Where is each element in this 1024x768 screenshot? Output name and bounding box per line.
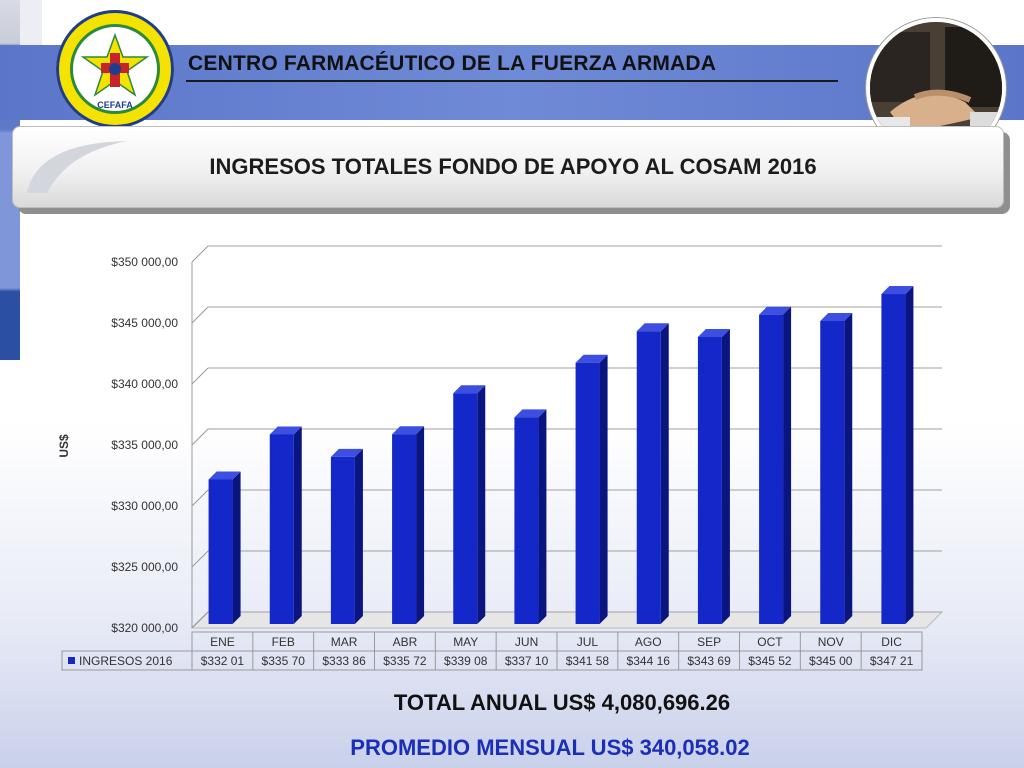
bar-side bbox=[783, 306, 792, 624]
banner-swoosh bbox=[27, 141, 127, 193]
x-tick-label: NOV bbox=[818, 635, 844, 649]
bar bbox=[269, 434, 294, 624]
table-value-row bbox=[61, 650, 923, 671]
bar-top bbox=[759, 306, 792, 315]
left-decor-block bbox=[20, 0, 42, 45]
data-label: $333 86 bbox=[322, 654, 366, 668]
x-tick-label: JUL bbox=[577, 635, 599, 649]
data-label: $345 52 bbox=[748, 654, 792, 668]
bar-top bbox=[269, 426, 302, 435]
bar-side bbox=[721, 328, 730, 624]
bar-side bbox=[232, 471, 241, 624]
data-label: $343 69 bbox=[687, 654, 731, 668]
bar-top bbox=[392, 426, 425, 435]
monthly-average: PROMEDIO MENSUAL US$ 340,058.02 bbox=[350, 735, 750, 760]
y-tick-label: $325 000,00 bbox=[111, 560, 178, 574]
bar-side bbox=[844, 313, 853, 624]
bar bbox=[636, 331, 661, 624]
bar-top bbox=[208, 471, 241, 480]
x-tick-label: ENE bbox=[210, 635, 235, 649]
legend-key bbox=[68, 657, 75, 664]
bar-top bbox=[514, 409, 547, 418]
y-tick-label: $320 000,00 bbox=[111, 621, 178, 635]
y-axis-label: US$ bbox=[57, 434, 71, 458]
data-label: $339 08 bbox=[444, 654, 488, 668]
x-tick-label: FEB bbox=[272, 635, 295, 649]
x-tick-label: DIC bbox=[881, 635, 902, 649]
gridline-slant bbox=[191, 428, 209, 446]
title-banner: INGRESOS TOTALES FONDO DE APOYO AL COSAM… bbox=[12, 126, 1004, 208]
data-label: $335 72 bbox=[383, 654, 427, 668]
gridline-slant bbox=[191, 550, 209, 568]
bar bbox=[392, 434, 417, 624]
x-tick-label: MAR bbox=[331, 635, 358, 649]
data-label: $337 10 bbox=[505, 654, 549, 668]
bar-side bbox=[599, 354, 608, 624]
bar-top bbox=[636, 323, 669, 332]
bar bbox=[514, 417, 539, 624]
bar bbox=[759, 314, 784, 624]
bar bbox=[330, 456, 355, 624]
logo-emblem bbox=[70, 24, 160, 114]
gridline-slant bbox=[191, 489, 209, 507]
data-label: $335 70 bbox=[262, 654, 306, 668]
bar-top bbox=[330, 448, 363, 457]
bar-side bbox=[416, 426, 425, 624]
x-tick-label: JUN bbox=[515, 635, 538, 649]
y-tick-label: $350 000,00 bbox=[111, 255, 178, 269]
org-title-underline bbox=[186, 80, 838, 82]
org-title: CENTRO FARMACÉUTICO DE LA FUERZA ARMADA bbox=[188, 52, 717, 75]
annual-total: TOTAL ANUAL US$ 4,080,696.26 bbox=[393, 690, 731, 715]
bar bbox=[881, 294, 906, 624]
data-label: $344 16 bbox=[627, 654, 671, 668]
bar bbox=[820, 321, 845, 624]
legend-label: INGRESOS 2016 bbox=[79, 654, 173, 668]
bar-side bbox=[538, 409, 547, 624]
gridline-slant bbox=[191, 367, 209, 385]
gridline-slant bbox=[191, 611, 209, 629]
y-tick-label: $340 000,00 bbox=[111, 377, 178, 391]
data-label: $341 58 bbox=[566, 654, 610, 668]
data-label: $347 21 bbox=[870, 654, 914, 668]
cefafa-logo: CEFAFA bbox=[56, 10, 174, 128]
y-tick-label: $335 000,00 bbox=[111, 438, 178, 452]
bar-top bbox=[881, 286, 914, 295]
x-tick-label: SEP bbox=[697, 635, 721, 649]
x-tick-label: MAY bbox=[453, 635, 478, 649]
gridline-slant bbox=[191, 245, 209, 263]
chart-title: INGRESOS TOTALES FONDO DE APOYO AL COSAM… bbox=[209, 154, 817, 179]
bar-side bbox=[905, 286, 914, 624]
y-tick-label: $330 000,00 bbox=[111, 499, 178, 513]
x-tick-label: ABR bbox=[393, 635, 418, 649]
data-label: $332 01 bbox=[201, 654, 245, 668]
gridline-slant bbox=[191, 306, 209, 324]
x-tick-label: OCT bbox=[757, 635, 783, 649]
y-tick-label: $345 000,00 bbox=[111, 316, 178, 330]
logo-cross-icon bbox=[80, 32, 150, 97]
bar-top bbox=[820, 313, 853, 321]
bar-side bbox=[660, 323, 669, 624]
bar-top bbox=[575, 354, 608, 363]
bar-side bbox=[293, 426, 302, 624]
bar bbox=[575, 362, 600, 624]
bar-side bbox=[354, 448, 363, 624]
x-tick-label: AGO bbox=[635, 635, 662, 649]
bar-top bbox=[453, 385, 486, 394]
bar bbox=[697, 336, 722, 624]
bar bbox=[208, 479, 233, 624]
bar-top bbox=[697, 328, 730, 337]
bar bbox=[453, 393, 478, 624]
logo-acronym: CEFAFA bbox=[97, 100, 133, 110]
data-label: $345 00 bbox=[809, 654, 853, 668]
bar-side bbox=[477, 385, 486, 624]
